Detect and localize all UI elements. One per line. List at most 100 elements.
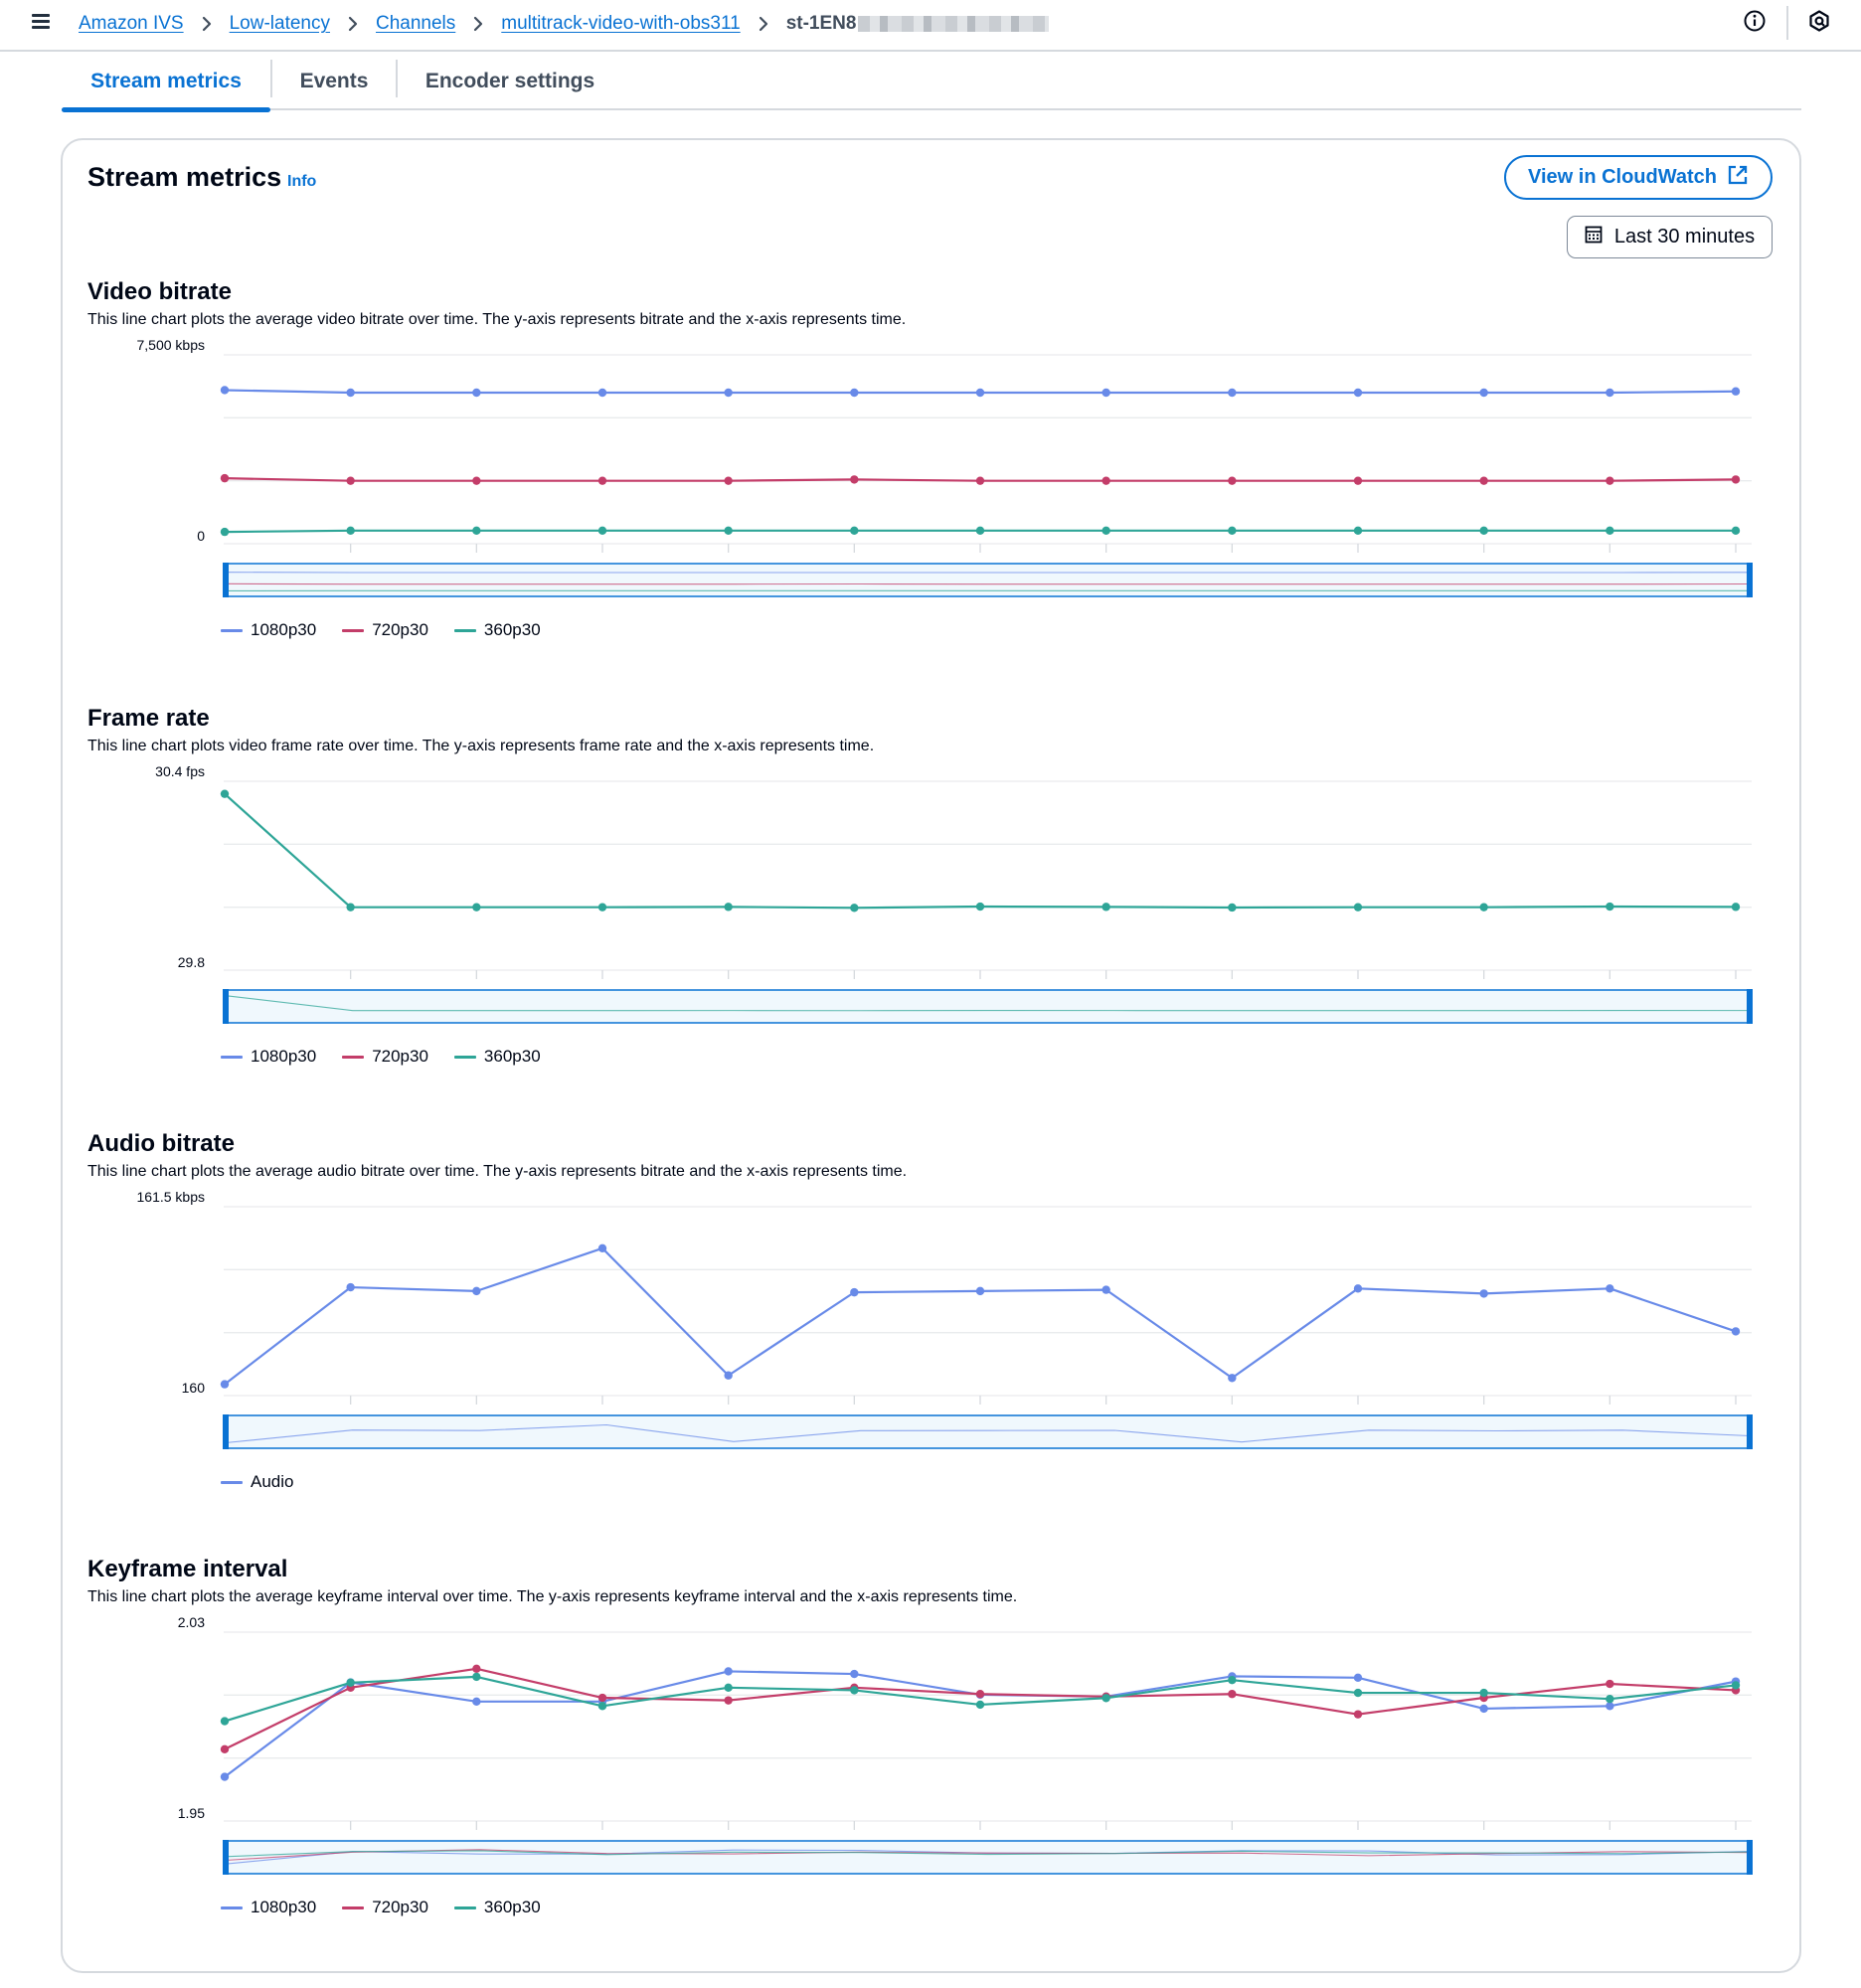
data-point [1228,476,1237,485]
legend-label: Audio [251,1472,294,1491]
info-circle-icon[interactable] [1743,9,1767,33]
data-point [597,476,607,485]
data-point [220,789,230,798]
cloudwatch-button-label: View in CloudWatch [1527,166,1717,188]
data-point [724,1696,733,1705]
breadcrumb-low-latency[interactable]: Low-latency [229,13,330,34]
data-point [346,526,355,536]
data-point [724,1667,733,1676]
legend-item[interactable]: 1080p30 [221,1898,316,1917]
legend-item[interactable]: 360p30 [453,620,541,640]
y-tick-label-bottom: 29.8 [178,954,205,970]
y-tick-label-top: 7,500 kbps [137,337,206,353]
view-in-cloudwatch-button[interactable]: View in CloudWatch [1504,155,1773,200]
data-point [1731,903,1741,911]
data-point [220,473,230,483]
data-point [1353,526,1363,536]
legend-swatch [453,1905,476,1909]
info-link[interactable]: Info [287,173,317,190]
legend-swatch [221,1055,243,1059]
data-point [597,903,607,911]
navigator-handle-right [1747,989,1753,1024]
data-point [1479,1704,1488,1714]
legend-item[interactable]: 360p30 [453,1898,541,1917]
legend-swatch [453,628,476,632]
data-point [724,476,733,485]
tab-encoder-settings[interactable]: Encoder settings [424,69,595,92]
breadcrumb-current-stream: st-1EN8 [785,13,857,34]
y-tick-label-top: 2.03 [178,1614,205,1630]
chart-description: This line chart plots the average audio … [87,1163,908,1180]
data-point [472,388,481,398]
data-point [346,903,355,911]
data-point [724,388,733,398]
legend-item[interactable]: 720p30 [342,620,428,640]
data-point [220,1744,230,1753]
data-point [1353,903,1363,911]
legend-item[interactable]: 720p30 [342,1047,428,1067]
navigator-line [225,1423,1751,1444]
data-point [724,1371,733,1380]
chart-range-navigator [223,563,1753,597]
data-point [850,1669,859,1679]
data-point [1228,903,1237,912]
data-point [1731,475,1741,484]
chart-title: Audio bitrate [87,1130,235,1157]
legend-label: 720p30 [372,1047,428,1066]
data-point [724,903,733,911]
data-point [850,388,859,398]
tab-bar: Stream metrics Events Encoder settings [62,52,1801,112]
breadcrumb-channels[interactable]: Channels [376,13,456,34]
legend-label: 360p30 [483,620,541,639]
chart-range-navigator [223,989,1753,1024]
top-navigation-bar: Amazon IVS Low-latency Channels multitra… [0,0,1861,52]
data-point [1479,476,1488,485]
data-point [597,1702,607,1711]
data-point [1479,1688,1488,1698]
data-point [850,1287,859,1297]
legend-item[interactable]: 1080p30 [221,1047,316,1067]
legend-label: 360p30 [483,1898,541,1916]
data-point [1228,1676,1237,1685]
tab-events[interactable]: Events [299,69,369,92]
time-range-button[interactable]: Last 30 minutes [1567,216,1773,258]
navigator-handle-right [1747,563,1753,597]
chart-title: Frame rate [87,705,210,732]
breadcrumb-amazon-ivs[interactable]: Amazon IVS [79,13,184,34]
menu-icon[interactable] [28,10,54,32]
tab-divider [396,60,398,97]
series-line-360p30 [224,1675,1737,1723]
navigator-handle-left [223,563,229,597]
series-line-360p30 [224,792,1737,910]
data-point [472,1664,481,1674]
chevron-right-icon [339,10,367,38]
legend-label: 360p30 [483,1047,541,1066]
chevron-right-icon [750,10,777,38]
data-point [1101,526,1110,536]
legend-item[interactable]: 360p30 [453,1047,541,1067]
breadcrumb: Amazon IVS Low-latency Channels multitra… [79,10,1050,38]
chart-legend: 1080p30 720p30 360p30 [221,1898,541,1917]
data-point [597,1243,607,1252]
data-point [472,476,481,485]
legend-swatch [342,628,365,632]
navigator-handle-left [223,1414,229,1449]
chart-legend: Audio [221,1472,293,1492]
data-point [975,902,985,911]
legend-label: 1080p30 [251,1898,317,1916]
tab-stream-metrics[interactable]: Stream metrics [62,52,270,112]
legend-item[interactable]: 720p30 [342,1898,428,1917]
data-point [1101,476,1110,485]
breadcrumb-channel[interactable]: multitrack-video-with-obs311 [501,13,741,34]
legend-label: 720p30 [372,620,428,639]
legend-label: 720p30 [372,1898,428,1916]
data-point [1731,387,1741,396]
navigator-line [225,1850,1751,1858]
redacted-text [858,16,1050,32]
legend-item[interactable]: Audio [221,1472,293,1492]
chart-description: This line chart plots the average video … [87,311,907,328]
legend-item[interactable]: 1080p30 [221,620,316,640]
notifications-icon[interactable] [1807,9,1831,33]
data-point [597,526,607,536]
y-tick-label-bottom: 0 [197,528,205,544]
